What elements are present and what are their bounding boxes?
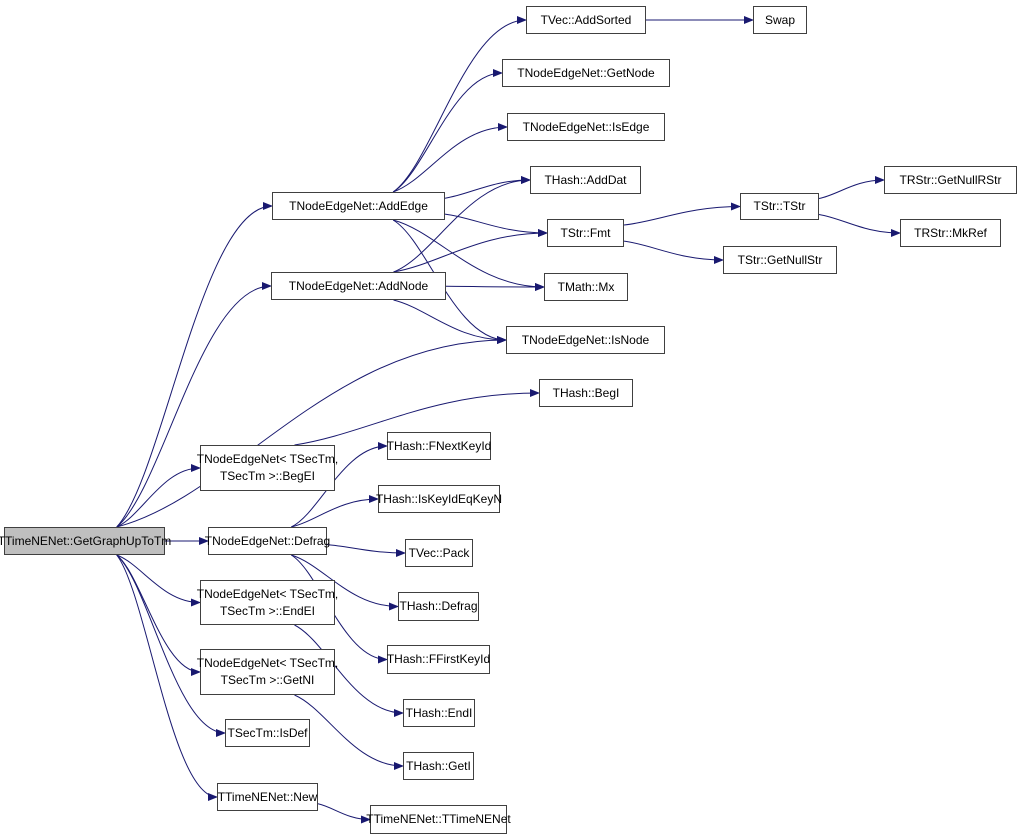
- node-label: TSecTm::IsDef: [227, 725, 308, 740]
- node-label: THash::GetI: [406, 758, 471, 773]
- node-label: TSecTm >::GetNI: [220, 673, 315, 687]
- node-isedge[interactable]: TNodeEdgeNet::IsEdge: [507, 113, 665, 141]
- node-geti[interactable]: THash::GetI: [403, 752, 474, 780]
- call-edge-root-to-addedge: [116, 202, 273, 528]
- node-isdef[interactable]: TSecTm::IsDef: [225, 719, 310, 747]
- node-label: TTimeNENet::TTimeNENet: [366, 812, 511, 826]
- node-label: TStr::GetNullStr: [737, 252, 823, 267]
- node-label: THash::BegI: [552, 385, 620, 400]
- node-swap[interactable]: Swap: [753, 6, 807, 34]
- call-edge-endei-to-endi: [294, 624, 404, 717]
- node-label: TNodeEdgeNet< TSecTm,: [196, 586, 339, 601]
- node-mx[interactable]: TMath::Mx: [544, 273, 628, 301]
- call-edge-root-to-isdef: [116, 554, 226, 737]
- call-edge-addedge-to-isedge: [392, 123, 508, 193]
- node-label: TNodeEdgeNet< TSecTm,: [196, 656, 339, 670]
- node-label: THash::AddDat: [544, 172, 627, 187]
- node-label: THash::Defrag: [399, 599, 478, 613]
- node-fnextkeyid[interactable]: THash::FNextKeyId: [387, 432, 491, 460]
- node-label: TNodeEdgeNet::IsEdge: [522, 119, 650, 134]
- node-label: THash::FNextKeyId: [386, 438, 492, 453]
- node-label: TNodeEdgeNet::Defrag: [204, 533, 331, 548]
- call-edge-addnode-to-fmt: [393, 229, 548, 273]
- call-edge-addedge-to-mx: [392, 219, 545, 291]
- node-pack[interactable]: TVec::Pack: [405, 539, 473, 567]
- node-label: Swap: [764, 12, 796, 27]
- call-edge-addedge-to-fmt: [444, 213, 548, 237]
- node-label: THash::EndI: [405, 705, 473, 720]
- call-edge-addnode-to-mx: [445, 282, 545, 291]
- node-addsorted[interactable]: TVec::AddSorted: [526, 6, 646, 34]
- node-label: TTimeNENet::GetGraphUpToTm: [0, 533, 172, 548]
- call-edge-getni-to-geti: [294, 694, 404, 770]
- node-hdefrag[interactable]: THash::Defrag: [398, 592, 479, 621]
- call-edge-tstr-to-mkref: [818, 213, 901, 237]
- node-addnode[interactable]: TNodeEdgeNet::AddNode: [271, 272, 446, 300]
- node-fmt[interactable]: TStr::Fmt: [547, 219, 624, 247]
- call-edge-root-to-addnode: [116, 282, 272, 528]
- node-tstr[interactable]: TStr::TStr: [740, 193, 819, 220]
- call-edge-root-to-endei: [116, 554, 201, 607]
- node-label: TMath::Mx: [557, 279, 615, 294]
- node-new[interactable]: TTimeNENet::New: [217, 783, 318, 811]
- node-begi[interactable]: THash::BegI: [539, 379, 633, 407]
- node-label: TNodeEdgeNet::GetNode: [517, 65, 655, 80]
- node-label: TStr::TStr: [753, 199, 806, 213]
- call-edge-root-to-new: [116, 554, 218, 801]
- node-label: TVec::AddSorted: [540, 12, 632, 27]
- node-label: TVec::Pack: [408, 545, 470, 560]
- node-label: TNodeEdgeNet::AddNode: [288, 278, 429, 293]
- node-defrag[interactable]: TNodeEdgeNet::Defrag: [204, 527, 331, 555]
- node-getnullstr[interactable]: TStr::GetNullStr: [723, 246, 837, 274]
- node-label: TNodeEdgeNet< TSecTm,: [196, 452, 339, 466]
- node-label: THash::IsKeyIdEqKeyN: [375, 491, 503, 506]
- node-root[interactable]: TTimeNENet::GetGraphUpToTm: [0, 527, 171, 555]
- node-begei[interactable]: TNodeEdgeNet< TSecTm,TSecTm >::BegEI: [197, 445, 338, 491]
- node-label: TStr::Fmt: [560, 225, 611, 240]
- call-edge-begei-to-begi: [294, 389, 540, 446]
- call-edge-addedge-to-addsorted: [392, 16, 527, 193]
- call-edge-addedge-to-getnode: [392, 69, 503, 193]
- node-adddat[interactable]: THash::AddDat: [530, 166, 641, 194]
- call-edge-fmt-to-tstr: [623, 202, 741, 226]
- node-addedge[interactable]: TNodeEdgeNet::AddEdge: [272, 192, 445, 220]
- call-edge-fmt-to-getnullstr: [623, 240, 724, 264]
- node-ttimenenet[interactable]: TTimeNENet::TTimeNENet: [366, 805, 511, 834]
- node-mkref[interactable]: TRStr::MkRef: [900, 219, 1001, 247]
- call-edge-new-to-ttimenenet: [317, 803, 371, 824]
- node-label: TNodeEdgeNet::AddEdge: [289, 198, 428, 213]
- node-iskeyideqkeyn[interactable]: THash::IsKeyIdEqKeyN: [375, 485, 503, 513]
- node-label: TTimeNENet::New: [217, 789, 318, 804]
- node-ffirstkeyid[interactable]: THash::FFirstKeyId: [387, 645, 490, 674]
- call-edge-defrag-to-iskeyideqkeyn: [291, 495, 379, 528]
- call-edge-root-to-begei: [116, 464, 201, 528]
- call-edge-addnode-to-adddat: [393, 176, 531, 273]
- node-label: THash::FFirstKeyId: [386, 652, 491, 666]
- call-edge-root-to-isnode: [116, 336, 507, 528]
- node-getnode[interactable]: TNodeEdgeNet::GetNode: [502, 59, 670, 87]
- node-endi[interactable]: THash::EndI: [403, 699, 475, 727]
- node-label: TNodeEdgeNet::IsNode: [521, 332, 650, 347]
- call-edge-addnode-to-isnode: [393, 299, 507, 344]
- call-edge-tstr-to-getnullrstr: [818, 176, 885, 200]
- node-label: TRStr::MkRef: [914, 225, 987, 240]
- node-getni[interactable]: TNodeEdgeNet< TSecTm,TSecTm >::GetNI: [197, 649, 338, 695]
- node-endei[interactable]: TNodeEdgeNet< TSecTm,TSecTm >::EndEI: [197, 580, 338, 625]
- node-label: TRStr::GetNullRStr: [899, 172, 1002, 187]
- call-edge-addedge-to-adddat: [444, 176, 531, 199]
- node-isnode[interactable]: TNodeEdgeNet::IsNode: [506, 326, 665, 354]
- node-getnullrstr[interactable]: TRStr::GetNullRStr: [884, 166, 1017, 194]
- call-edge-defrag-to-pack: [326, 544, 406, 557]
- node-label: TSecTm >::BegEI: [219, 469, 316, 483]
- call-edge-defrag-to-hdefrag: [291, 554, 399, 611]
- node-label: TSecTm >::EndEI: [219, 603, 316, 618]
